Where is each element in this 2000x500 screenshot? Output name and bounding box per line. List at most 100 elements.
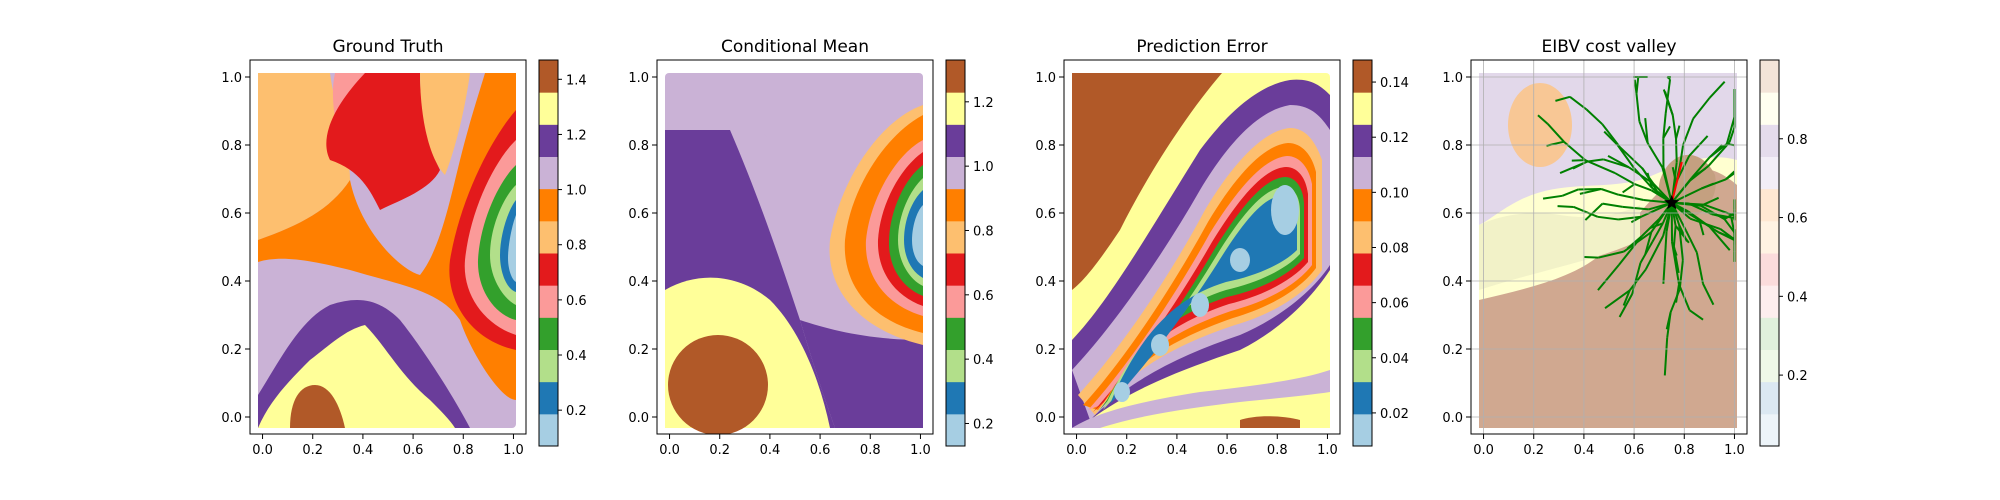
tree-edge [1646, 142, 1664, 168]
x-tick-label: 1.0 [1317, 443, 1338, 458]
tree-edge [1584, 256, 1599, 259]
colorbar-segment [1760, 188, 1779, 222]
tree-edge [1617, 215, 1642, 221]
colorbar-segment [946, 220, 965, 254]
field-region [1271, 185, 1299, 235]
tree-edge [1670, 179, 1691, 204]
colorbar-segment [1760, 220, 1779, 254]
heatmap-field [665, 73, 923, 434]
tree-edge [1644, 235, 1665, 270]
colorbar-tick-label: 0.2 [566, 404, 587, 419]
colorbar-segment [946, 60, 965, 93]
tree-edge [1671, 241, 1680, 285]
y-tick-label: 0.0 [628, 411, 649, 426]
x-tick-label: 1.0 [1724, 443, 1745, 458]
tree-edge [1682, 118, 1695, 146]
colorbar-segment [1760, 60, 1779, 93]
colorbar-tick-label: 0.4 [973, 353, 994, 368]
field-region [1072, 73, 1222, 290]
x-tick-label: 0.6 [810, 443, 831, 458]
panel-title: EIBV cost valley [1541, 37, 1676, 57]
colorbar-tick-label: 1.0 [973, 160, 994, 175]
x-tick-label: 0.8 [1674, 443, 1695, 458]
tree-edge [1663, 337, 1669, 376]
colorbar-tick-label: 0.2 [1787, 369, 1808, 384]
tree-edge [1692, 97, 1711, 120]
tree-edge [1690, 156, 1711, 179]
field-region [1114, 382, 1130, 402]
tree-edge [1725, 116, 1736, 145]
colorbar-segment [1353, 349, 1372, 383]
colorbar-segment [1353, 381, 1372, 415]
field-region [1479, 205, 1640, 290]
y-axis: 0.0 0.2 0.4 0.6 0.8 1.0 [221, 71, 250, 426]
tree-edge [1662, 262, 1666, 284]
colorbar: 0.2 0.4 0.6 0.8 1.0 1.2 1.4 [538, 59, 587, 447]
colorbar-segment [1353, 156, 1372, 190]
y-tick-label: 0.8 [221, 139, 242, 154]
y-tick-label: 0.8 [1442, 139, 1463, 154]
tree-edge [1688, 309, 1704, 321]
tree-edge [1662, 113, 1667, 139]
field-region [800, 320, 923, 428]
colorbar-segment [539, 317, 558, 350]
tree-edge [1679, 145, 1685, 166]
tree-edge [1635, 93, 1641, 122]
heatmap-field [1072, 73, 1330, 428]
tree-edge [1561, 188, 1579, 197]
panel-eibv-cost-valley: EIBV cost valley 0.0 0.2 0.4 0.6 0.8 1.0 0.00… [1442, 37, 1807, 458]
x-tick-label: 0.6 [403, 443, 424, 458]
colorbar-tick-label: 0.04 [1380, 352, 1409, 367]
colorbar-segment [1353, 285, 1372, 318]
tree-edge [1723, 218, 1736, 234]
tree-edge [1661, 167, 1673, 204]
x-tick-label: 0.8 [1267, 443, 1288, 458]
y-tick-label: 0.4 [221, 275, 242, 290]
tree-edge [1674, 225, 1690, 244]
tree-edge [1685, 230, 1698, 253]
colorbar-tick-label: 0.2 [973, 417, 994, 432]
tree-edge [1651, 222, 1664, 243]
colorbar-segment [1353, 317, 1372, 350]
field-region [420, 73, 470, 175]
x-tick-label: 0.0 [252, 443, 273, 458]
colorbar-tick-label: 1.4 [566, 73, 587, 88]
x-tick-label: 0.2 [302, 443, 323, 458]
field-region [1191, 293, 1209, 317]
colorbar-segment [539, 285, 558, 318]
colorbar-segment [1353, 188, 1372, 222]
panel-title: Prediction Error [1136, 37, 1267, 57]
y-tick-label: 0.8 [1035, 139, 1056, 154]
tree-edge [1723, 212, 1735, 220]
field-region [508, 215, 516, 282]
field-region [668, 335, 768, 434]
colorbar-tick-label: 0.12 [1380, 131, 1409, 146]
tree-edge [1664, 91, 1674, 116]
x-tick-label: 0.2 [709, 443, 730, 458]
tree-edge [1708, 225, 1731, 251]
colorbar-tick-label: 1.2 [973, 96, 994, 111]
tree-edge [1597, 215, 1619, 221]
field-region [326, 73, 440, 210]
colorbar-segment [539, 156, 558, 190]
y-tick-label: 0.2 [1035, 343, 1056, 358]
field-region [1151, 334, 1169, 356]
tree-edge [1702, 283, 1715, 306]
y-tick-label: 0.2 [221, 343, 242, 358]
tree-edge [1719, 228, 1736, 241]
x-tick-label: 0.4 [1574, 443, 1595, 458]
colorbar-segment [946, 92, 965, 125]
colorbar-segment [1760, 156, 1779, 190]
colorbar-frame [1759, 59, 1780, 447]
y-tick-label: 0.4 [628, 275, 649, 290]
tree-edge [1618, 193, 1644, 201]
colorbar-segment [946, 124, 965, 157]
tree-edge [1707, 141, 1731, 167]
colorbar: 0.2 0.4 0.6 0.8 1.0 1.2 [945, 59, 994, 447]
y-axis: 0.0 0.2 0.4 0.6 0.8 1.0 [1035, 71, 1064, 426]
x-tick-label: 0.8 [860, 443, 881, 458]
colorbar-tick-label: 0.02 [1380, 407, 1409, 422]
y-tick-label: 0.4 [1442, 275, 1463, 290]
x-tick-label: 0.8 [453, 443, 474, 458]
